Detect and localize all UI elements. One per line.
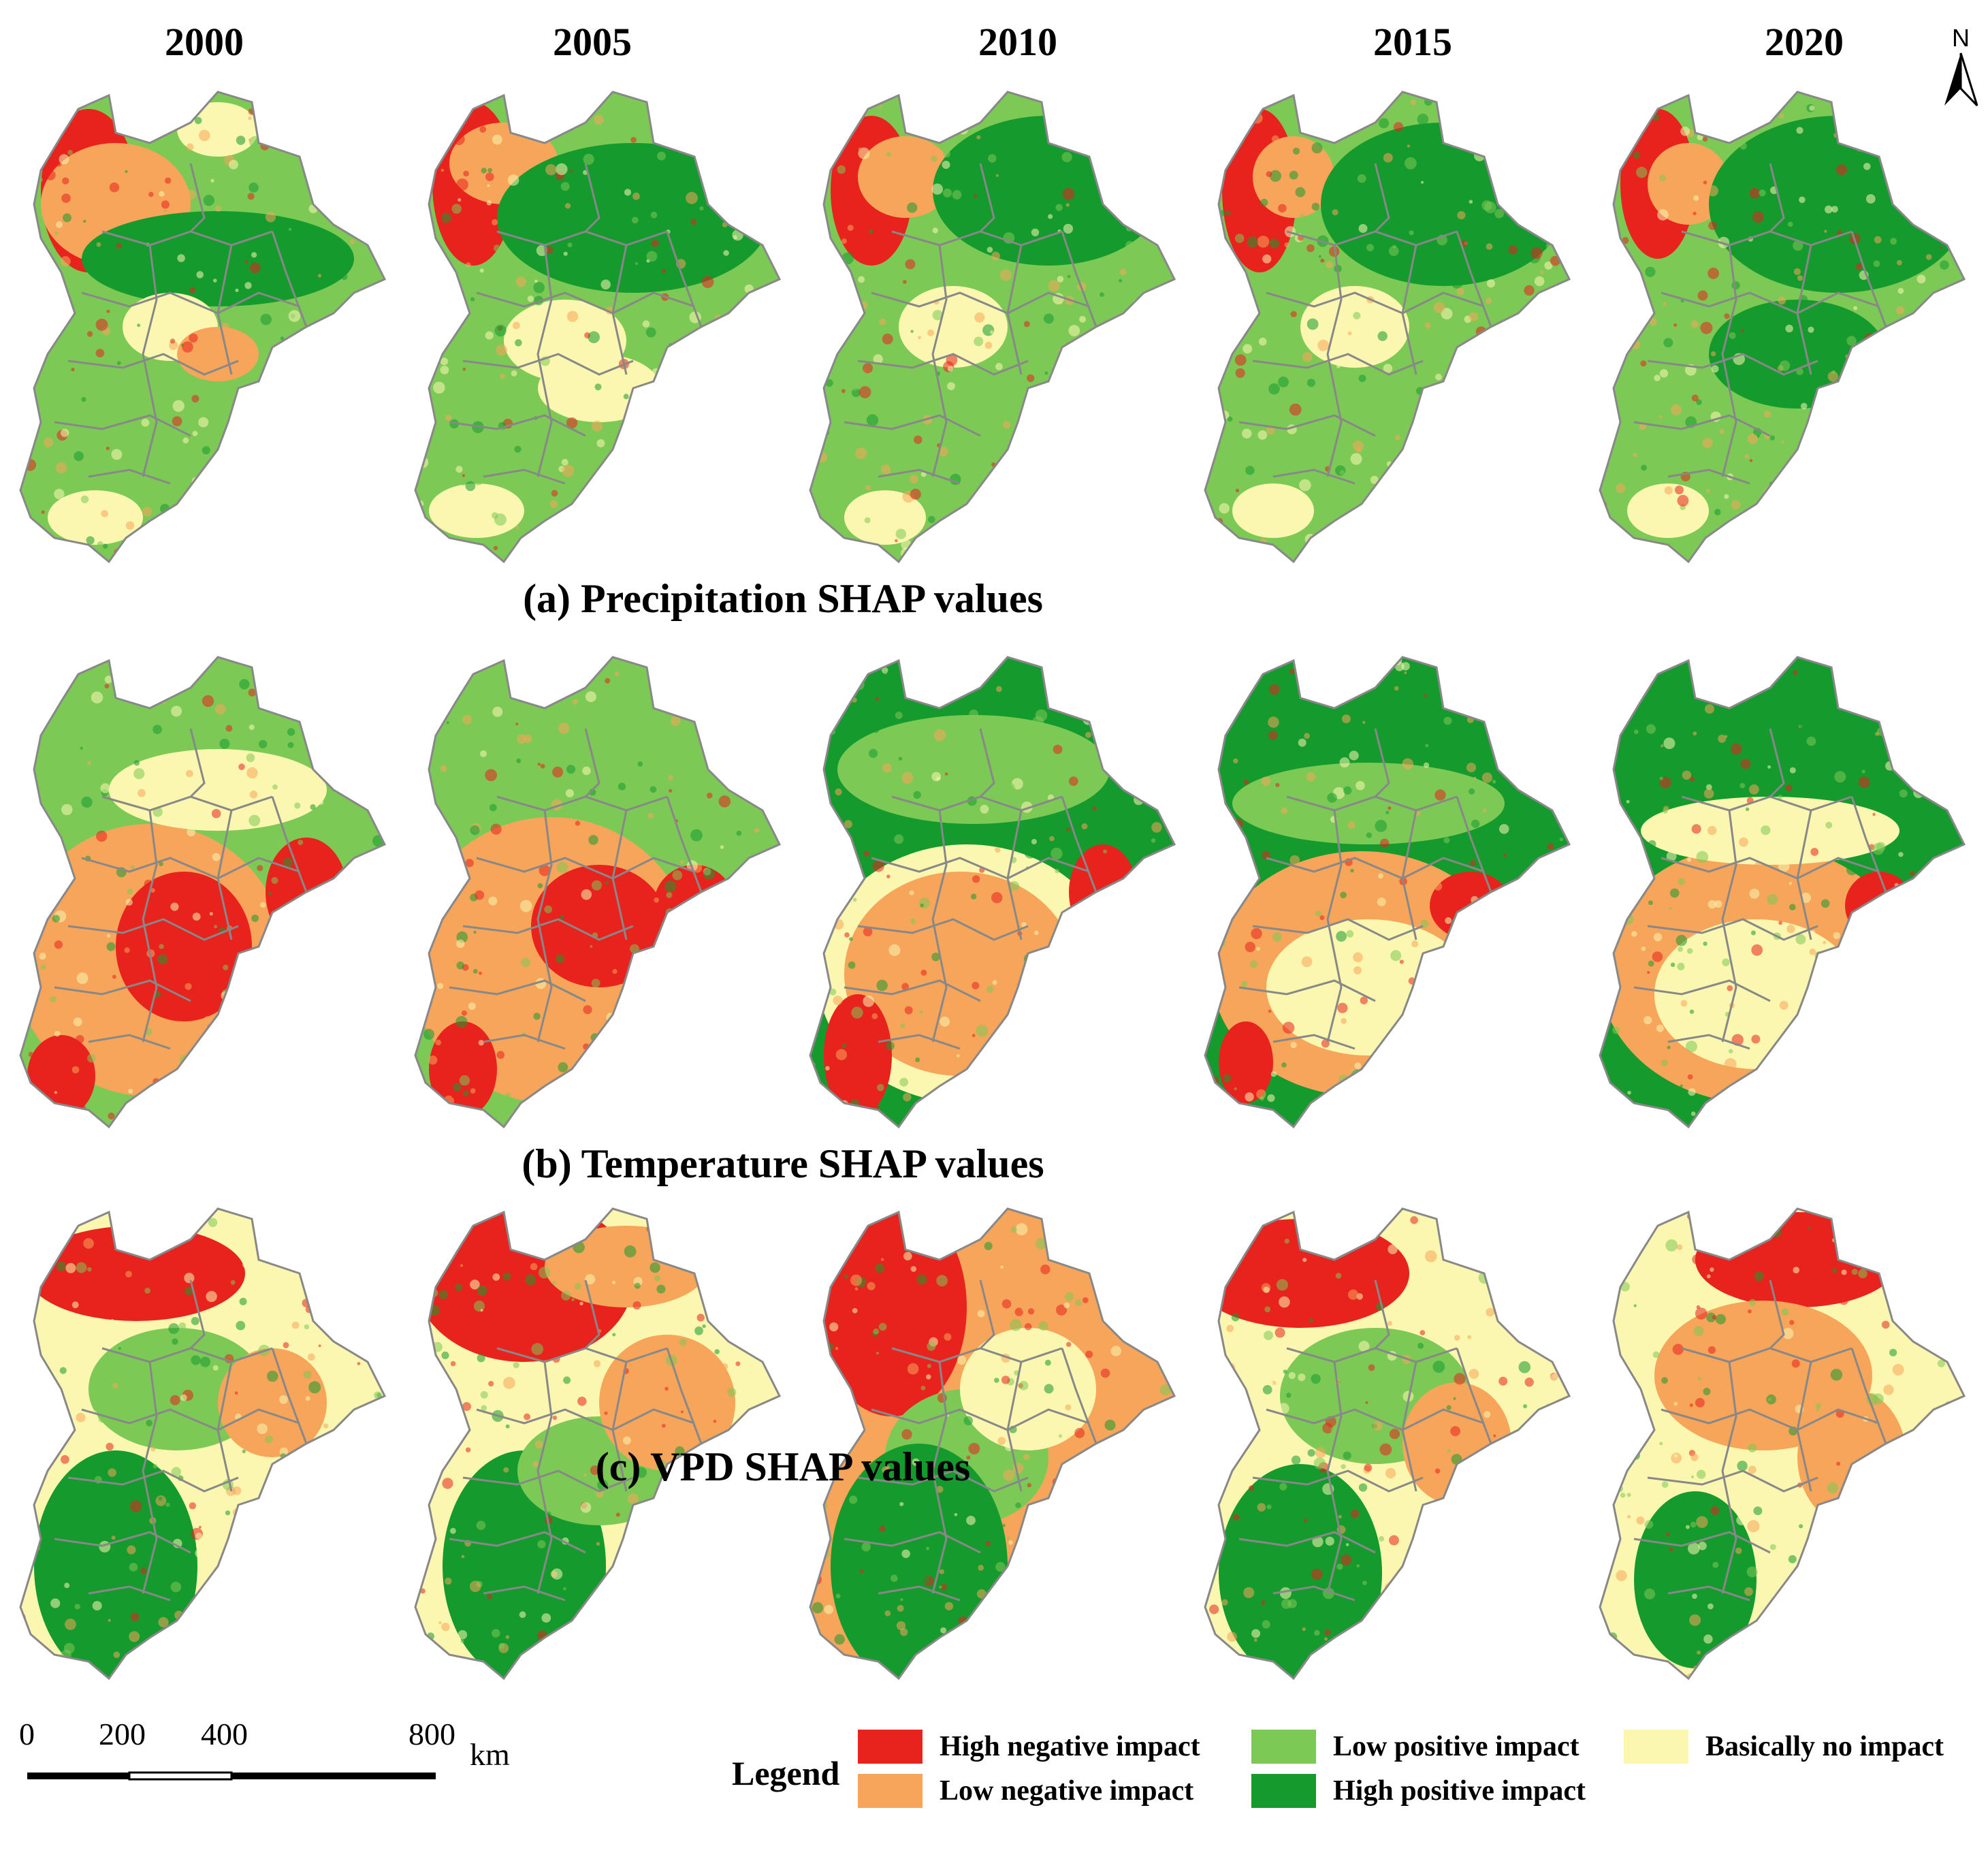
legend-swatch <box>1624 1730 1688 1764</box>
map-precip-2010 <box>809 91 1176 564</box>
scale-bar: 0 200 400 800 km <box>14 1716 531 1852</box>
year-label-2005: 2005 <box>553 20 632 64</box>
map-temp-2005 <box>414 656 782 1129</box>
map-vpd-2020 <box>1599 1207 1966 1681</box>
year-label-2020: 2020 <box>1765 20 1844 64</box>
scale-label-800: 800 <box>408 1717 455 1751</box>
scale-unit: km <box>470 1737 510 1772</box>
legend-swatch <box>1251 1730 1316 1764</box>
map-precip-2015 <box>1204 91 1571 564</box>
scale-label-0: 0 <box>19 1717 35 1751</box>
legend-swatch <box>858 1730 923 1764</box>
map-temp-2020 <box>1599 656 1966 1129</box>
map-precip-2005 <box>414 91 782 564</box>
panel-title-precipitation: (a) Precipitation SHAP values <box>523 576 1043 621</box>
legend-label: High negative impact <box>940 1731 1200 1762</box>
year-label-2015: 2015 <box>1373 20 1452 64</box>
scale-label-200: 200 <box>99 1717 146 1751</box>
panel-title-vpd: (c) VPD SHAP values <box>595 1444 971 1489</box>
map-temp-2015 <box>1204 656 1571 1129</box>
panel-title-temperature: (b) Temperature SHAP values <box>522 1141 1044 1186</box>
scale-bar-graphic <box>27 1771 436 1781</box>
map-grid <box>19 91 1966 1681</box>
map-precip-2020 <box>1599 91 1966 564</box>
year-label-2010: 2010 <box>978 20 1057 64</box>
legend-swatch <box>858 1774 923 1808</box>
map-vpd-2005 <box>414 1207 782 1681</box>
scale-label-400: 400 <box>201 1717 248 1751</box>
legend-label: Low negative impact <box>940 1775 1194 1807</box>
legend-title: Legend <box>732 1754 840 1792</box>
north-arrow-icon: N <box>1940 20 1981 109</box>
map-precip-2000 <box>19 91 387 564</box>
north-label: N <box>1952 24 1970 52</box>
legend-label: Basically no impact <box>1705 1731 1944 1762</box>
legend-label: High positive impact <box>1333 1775 1586 1807</box>
year-label-2000: 2000 <box>165 20 244 64</box>
map-vpd-2015 <box>1204 1207 1571 1681</box>
map-temp-2000 <box>19 656 387 1129</box>
map-vpd-2010 <box>809 1207 1176 1681</box>
legend-label: Low positive impact <box>1333 1731 1580 1762</box>
map-vpd-2000 <box>19 1207 387 1681</box>
legend-swatch <box>1251 1774 1316 1808</box>
map-temp-2010 <box>809 656 1176 1129</box>
